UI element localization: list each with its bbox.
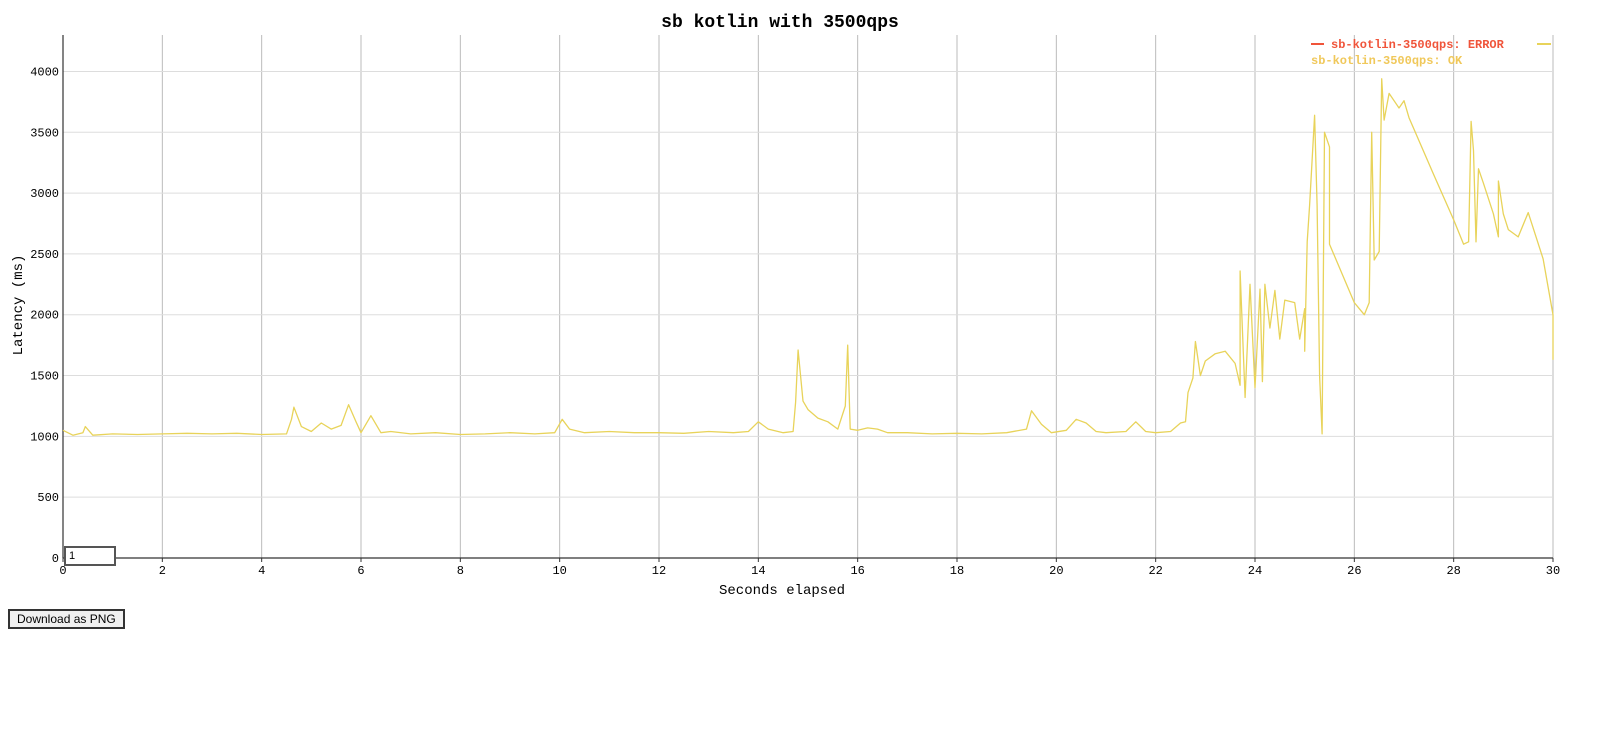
x-tick-label: 26 bbox=[1347, 564, 1361, 578]
x-tick-label: 0 bbox=[59, 564, 66, 578]
x-tick-label: 12 bbox=[652, 564, 666, 578]
y-tick-label: 2500 bbox=[30, 248, 59, 262]
chart-title: sb kotlin with 3500qps bbox=[661, 13, 899, 33]
download-png-button[interactable]: Download as PNG bbox=[8, 609, 125, 629]
y-tick-label: 3000 bbox=[30, 187, 59, 201]
x-tick-label: 4 bbox=[258, 564, 265, 578]
x-tick-label: 28 bbox=[1446, 564, 1460, 578]
x-tick-label: 2 bbox=[159, 564, 166, 578]
y-tick-label: 2000 bbox=[30, 309, 59, 323]
series-layer bbox=[62, 78, 1554, 436]
latency-line-chart: sb kotlin with 3500qps 0 2 4 6 8 10 12 14 16 18 20… bbox=[11, 13, 1560, 599]
y-tick-label: 1500 bbox=[30, 370, 59, 384]
x-axis-label: Seconds elapsed bbox=[719, 583, 845, 599]
y-tick-label: 3500 bbox=[30, 126, 59, 140]
y-tick-label: 500 bbox=[37, 491, 59, 505]
x-tick-label: 6 bbox=[357, 564, 364, 578]
x-tick-label: 14 bbox=[751, 564, 765, 578]
x-tick-label: 24 bbox=[1248, 564, 1262, 578]
grid bbox=[63, 35, 1554, 558]
axes bbox=[62, 35, 1553, 559]
y-tick-label: 1000 bbox=[30, 430, 59, 444]
y-axis-label: Latency (ms) bbox=[11, 255, 27, 356]
x-tick-label: 20 bbox=[1049, 564, 1063, 578]
tick-labels: 0 2 4 6 8 10 12 14 16 18 20 22 24 26 28 300500100015002… bbox=[30, 65, 1560, 578]
y-tick-label: 0 bbox=[52, 552, 59, 566]
x-tick-label: 8 bbox=[457, 564, 464, 578]
series-line-ok bbox=[62, 78, 1554, 436]
x-tick-label: 18 bbox=[950, 564, 964, 578]
y-tick-label: 4000 bbox=[30, 65, 59, 79]
x-tick-label: 30 bbox=[1546, 564, 1560, 578]
legend[interactable]: sb-kotlin-3500qps: ERROR sb-kotlin-3500q… bbox=[1311, 38, 1551, 68]
chart-container: sb kotlin with 3500qps 0 2 4 6 8 10 12 14 16 18 20… bbox=[11, 13, 1560, 599]
x-tick-label: 10 bbox=[552, 564, 566, 578]
legend-label-ok[interactable]: sb-kotlin-3500qps: OK bbox=[1311, 54, 1463, 68]
x-tick-label: 16 bbox=[850, 564, 864, 578]
smoothing-input[interactable] bbox=[64, 546, 116, 566]
x-tick-label: 22 bbox=[1148, 564, 1162, 578]
legend-label-error[interactable]: sb-kotlin-3500qps: ERROR bbox=[1331, 38, 1505, 52]
